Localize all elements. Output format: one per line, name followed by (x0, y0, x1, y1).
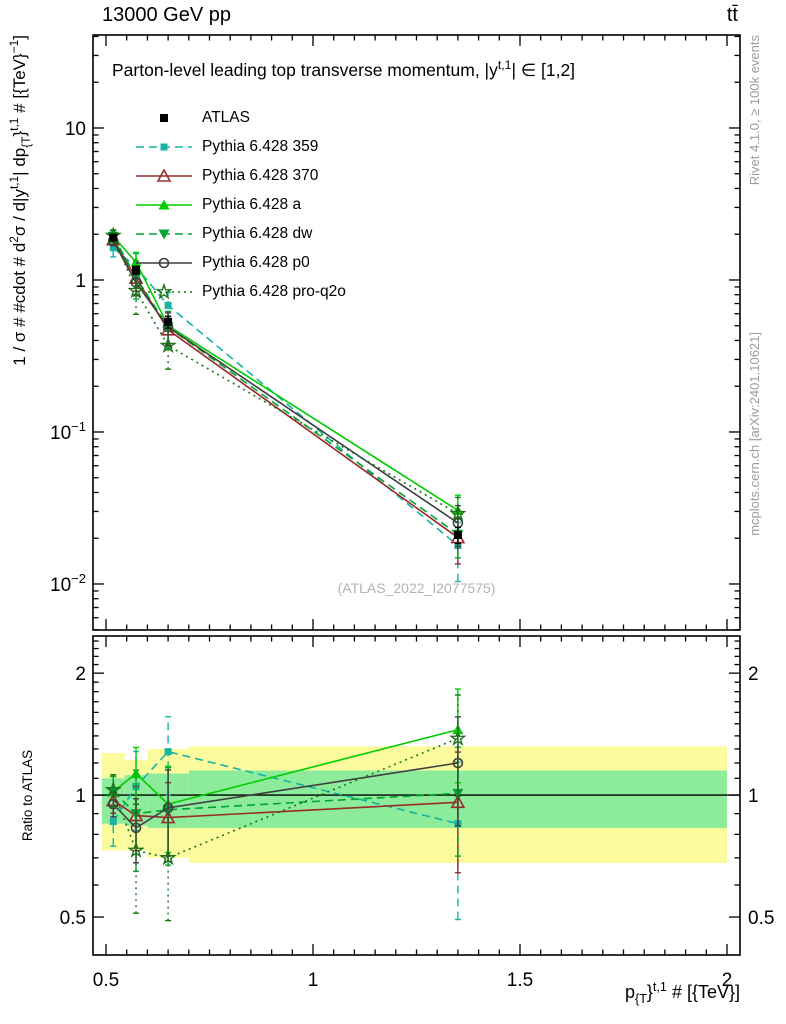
series-atlas-main (109, 233, 462, 545)
legend-item-pythia-a: Pythia 6.428 a (136, 190, 346, 219)
legend-label-pythia-pro-q2o: Pythia 6.428 pro-q2o (202, 282, 346, 300)
axis-ticks (93, 35, 740, 955)
analysis-watermark: (ATLAS_2022_I2077575) (337, 580, 496, 596)
legend-label-pythia-p0: Pythia 6.428 p0 (202, 253, 310, 271)
legend-marker-pythia-359 (136, 143, 192, 150)
legend-marker-pythia-dw (136, 229, 192, 239)
svg-text:2: 2 (75, 664, 86, 685)
legend-label-pythia-dw: Pythia 6.428 dw (202, 224, 313, 242)
svg-text:10−1: 10−1 (50, 419, 86, 444)
x-axis-label: p{T}t,1 # [{TeV}] (624, 980, 740, 1006)
mcplots-source-note: mcplots.cern.ch [arXiv:2401.10621] (747, 332, 762, 536)
legend-item-pythia-370: Pythia 6.428 370 (136, 161, 346, 190)
legend-label-pythia-a: Pythia 6.428 a (202, 195, 302, 213)
legend-marker-pythia-a (136, 199, 192, 209)
svg-text:2: 2 (722, 970, 733, 991)
svg-text:0.5: 0.5 (93, 970, 119, 991)
series-pythia-pro-q2o-ratio (104, 694, 467, 922)
legend-item-pythia-dw: Pythia 6.428 dw (136, 219, 346, 248)
tick-labels: 10 1 10−1 10−2 2 2 1 1 0.5 0.5 0.5 1 1.5 2 (50, 119, 774, 991)
svg-text:1: 1 (308, 970, 319, 991)
svg-text:2: 2 (748, 664, 759, 685)
legend-label-pythia-359: Pythia 6.428 359 (202, 137, 319, 155)
svg-text:10−2: 10−2 (50, 571, 86, 596)
legend-marker-pythia-pro-q2o (136, 282, 192, 299)
process-label: tt̄ (726, 4, 738, 26)
legend: ATLAS Pythia 6.428 359 Pythia 6.428 370 Pyt… (136, 103, 346, 306)
svg-text:1: 1 (75, 271, 86, 292)
svg-text:0.5: 0.5 (748, 908, 774, 929)
legend-marker-pythia-p0 (136, 257, 192, 268)
svg-text:1: 1 (75, 786, 86, 807)
legend-item-atlas: ATLAS (136, 103, 346, 132)
legend-item-pythia-pro-q2o: Pythia 6.428 pro-q2o (136, 277, 346, 306)
svg-text:1.5: 1.5 (507, 970, 533, 991)
legend-item-pythia-p0: Pythia 6.428 p0 (136, 248, 346, 277)
beam-energy-label: 13000 GeV pp (102, 4, 231, 26)
legend-label-pythia-370: Pythia 6.428 370 (202, 166, 319, 184)
series-pythia-pro-q2o (104, 226, 467, 922)
svg-text:0.5: 0.5 (60, 908, 86, 929)
legend-item-pythia-359: Pythia 6.428 359 (136, 132, 346, 161)
legend-label-atlas: ATLAS (202, 108, 250, 126)
svg-text:10: 10 (65, 119, 86, 140)
svg-text:1: 1 (748, 786, 759, 807)
rivet-version-note: Rivet 4.1.0, ≥ 100k events (747, 35, 762, 186)
legend-marker-atlas (160, 113, 168, 122)
y-axis-label-ratio: Ratio to ATLAS (20, 749, 35, 842)
plot-title: Parton-level leading top transverse mome… (112, 58, 576, 80)
y-axis-label-main: 1 / σ # #cdot # d2σ / d|yt,1| dp{T}t,1 #… (7, 35, 33, 366)
legend-marker-pythia-370 (136, 167, 192, 182)
